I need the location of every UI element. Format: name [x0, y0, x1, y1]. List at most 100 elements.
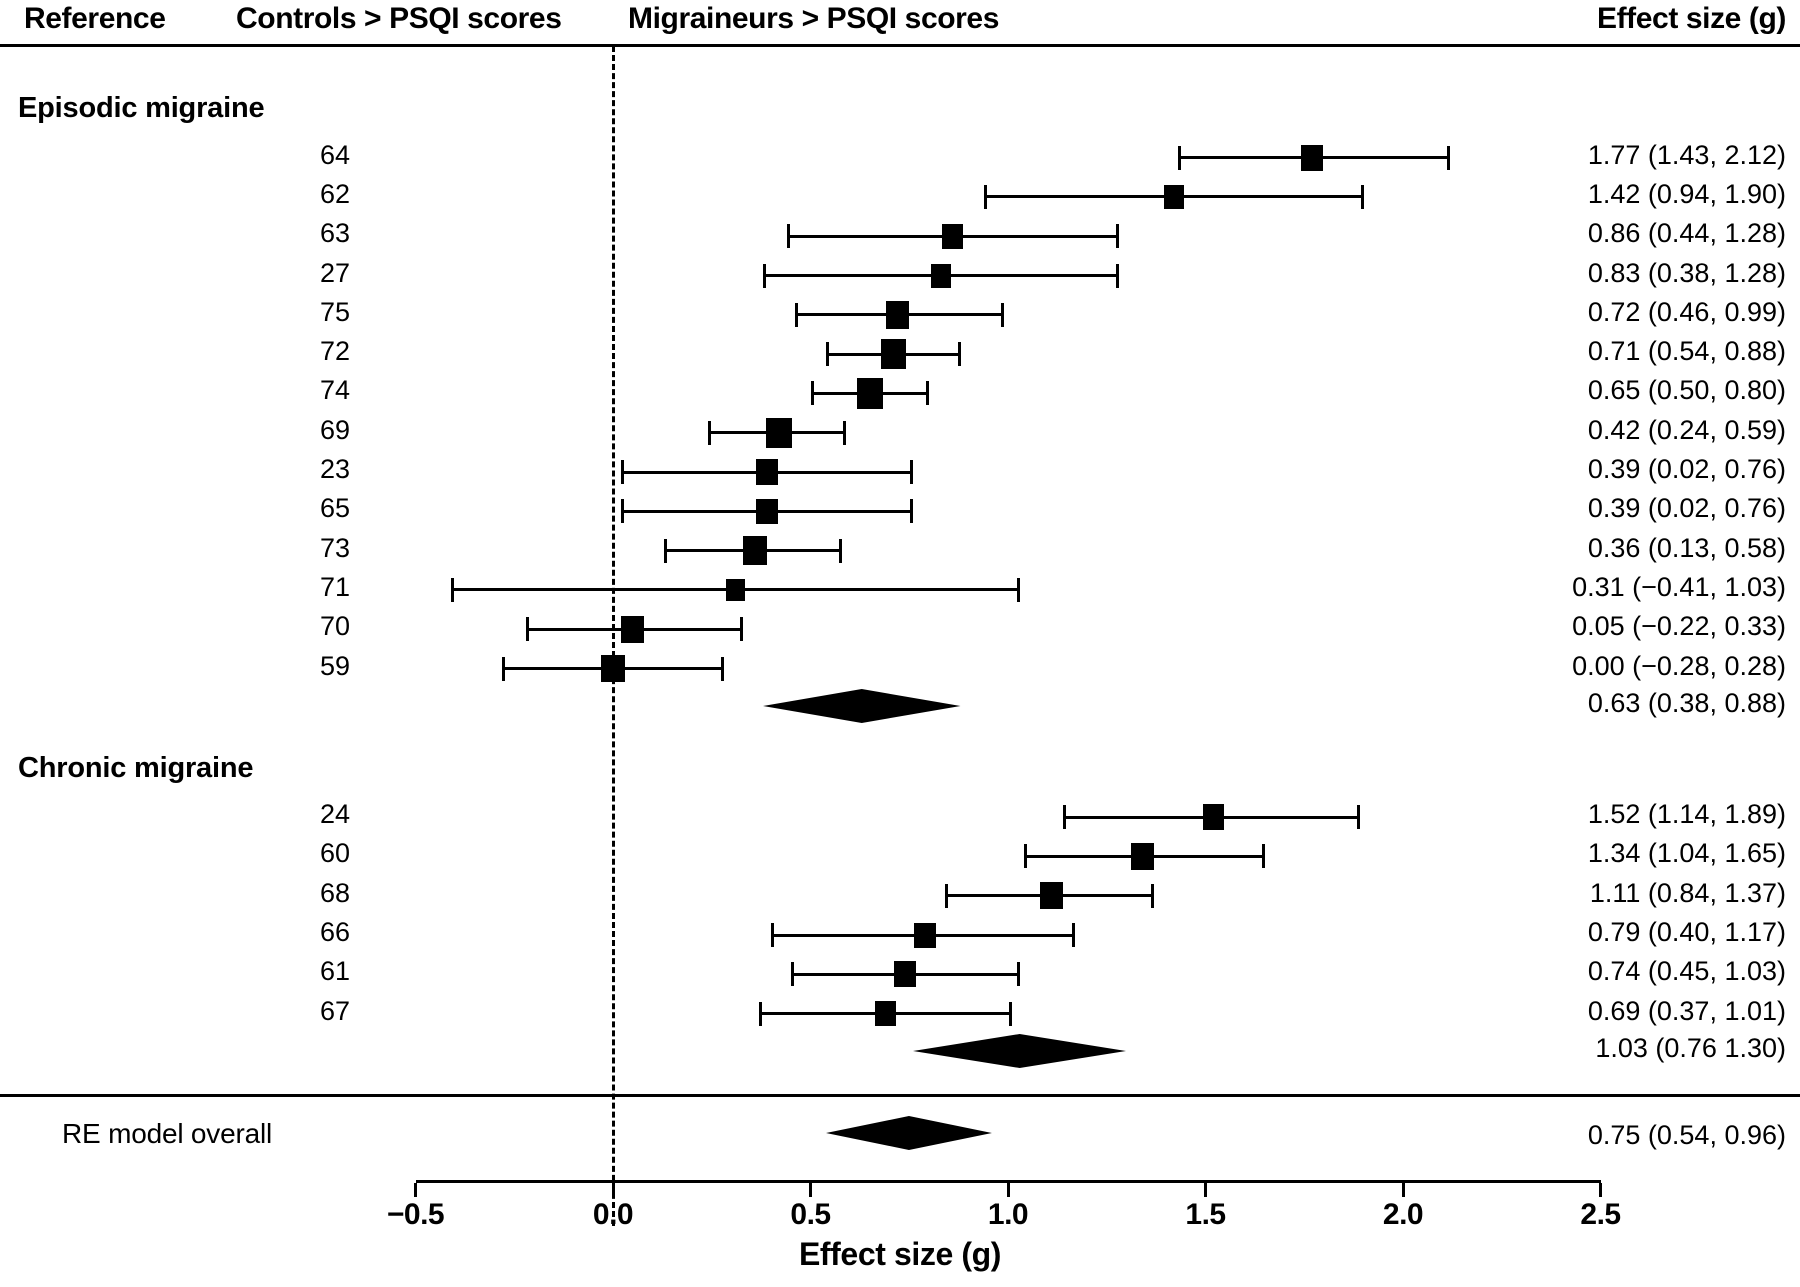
overall-summary-diamond	[826, 1116, 993, 1150]
table-row-reference: 72	[319, 336, 350, 367]
row-1-1-ci-cap-high	[1261, 844, 1265, 869]
x-axis-line	[415, 1180, 1601, 1183]
subgroup-summary-estimate: 0.63 (0.38, 0.88)	[1587, 687, 1786, 718]
table-row-estimate: 0.39 (0.02, 0.76)	[1587, 454, 1786, 485]
table-row-estimate: 0.42 (0.24, 0.59)	[1587, 414, 1786, 445]
row-1-4-point-estimate-marker	[894, 961, 917, 988]
table-row-estimate: 0.39 (0.02, 0.76)	[1587, 493, 1786, 524]
row-1-3-ci-cap-high	[1072, 923, 1076, 948]
row-1-2-ci-cap-high	[1151, 883, 1155, 908]
x-axis-tick-label: 1.5	[1185, 1198, 1226, 1231]
row-1-0-ci-cap-high	[1356, 805, 1360, 830]
null-effect-dashed-line	[612, 46, 615, 1226]
row-0-6-ci-cap-low	[810, 381, 814, 406]
row-0-6-ci-cap-high	[926, 381, 929, 406]
row-0-3-point-estimate-marker	[930, 263, 952, 288]
subgroup-summary-diamond-1	[913, 1033, 1127, 1068]
row-1-1-ci-cap-low	[1023, 844, 1027, 869]
x-axis-tick	[1204, 1183, 1207, 1197]
x-axis-tick	[611, 1183, 615, 1197]
x-axis-tick-label: −0.5	[386, 1198, 445, 1231]
row-0-4-ci-cap-low	[794, 302, 798, 327]
row-1-4-ci-cap-low	[790, 962, 794, 987]
table-row-estimate: 0.86 (0.44, 1.28)	[1587, 218, 1786, 249]
x-axis-tick-label: 2.5	[1580, 1198, 1621, 1231]
row-0-7-ci-cap-high	[843, 420, 847, 445]
subgroup-summary-diamond-0	[763, 688, 961, 723]
table-row-estimate: 1.34 (1.04, 1.65)	[1587, 838, 1786, 869]
x-axis-tick-label: 0.5	[790, 1198, 831, 1231]
column-header-right-side: Migraineurs > PSQI scores	[628, 2, 999, 35]
table-row-reference: 60	[319, 838, 350, 869]
table-row-reference: 73	[319, 532, 350, 563]
group-label-0: Episodic migraine	[18, 92, 265, 124]
table-row-estimate: 0.65 (0.50, 0.80)	[1587, 375, 1786, 406]
overall-estimate: 0.75 (0.54, 0.96)	[1587, 1120, 1786, 1150]
row-0-13-ci-cap-low	[502, 656, 506, 681]
row-0-1-ci-cap-high	[1360, 184, 1364, 209]
table-row-estimate: 0.05 (−0.22, 0.33)	[1572, 611, 1786, 642]
table-row-estimate: 0.69 (0.37, 1.01)	[1587, 995, 1786, 1026]
row-0-1-ci-cap-low	[984, 184, 988, 209]
row-0-4-ci-cap-high	[1001, 302, 1005, 327]
x-axis-tick	[414, 1183, 417, 1197]
row-0-11-ci-cap-high	[1016, 577, 1020, 602]
table-row-estimate: 0.71 (0.54, 0.88)	[1587, 336, 1786, 367]
row-1-1-point-estimate-marker	[1131, 843, 1154, 870]
table-row-estimate: 0.00 (−0.28, 0.28)	[1572, 650, 1786, 681]
row-0-13-ci-cap-high	[720, 656, 724, 681]
x-axis-tick	[809, 1183, 812, 1197]
row-0-12-ci-cap-low	[526, 617, 530, 642]
row-0-10-ci-cap-low	[664, 538, 668, 563]
x-axis-tick-label: 1.0	[987, 1198, 1029, 1231]
row-1-5-ci-cap-low	[759, 1001, 763, 1026]
row-0-12-point-estimate-marker	[621, 615, 645, 643]
table-row-estimate: 1.52 (1.14, 1.89)	[1587, 799, 1786, 830]
table-row-estimate: 0.74 (0.45, 1.03)	[1587, 956, 1786, 987]
table-row-reference: 75	[319, 296, 350, 327]
row-0-9-ci-cap-high	[910, 499, 914, 524]
row-0-10-ci-cap-high	[839, 538, 843, 563]
row-0-7-ci-cap-low	[707, 420, 711, 445]
table-row-estimate: 0.31 (−0.41, 1.03)	[1572, 571, 1786, 602]
row-0-11-ci-cap-low	[451, 577, 455, 602]
overall-divider-rule	[0, 1094, 1800, 1097]
x-axis-title: Effect size (g)	[798, 1236, 1002, 1272]
row-0-2-ci-cap-high	[1115, 224, 1119, 249]
table-row-reference: 27	[319, 257, 350, 288]
column-header-effect-size: Effect size (g)	[1596, 2, 1786, 35]
row-0-2-point-estimate-marker	[942, 223, 964, 249]
column-header-left-side: Controls > PSQI scores	[236, 2, 562, 35]
table-row-reference: 68	[319, 877, 350, 908]
row-0-6-point-estimate-marker	[856, 378, 883, 409]
table-row-reference: 63	[319, 218, 350, 249]
column-header-reference: Reference	[24, 2, 166, 35]
row-0-9-ci-cap-low	[620, 499, 624, 524]
x-axis-tick	[1401, 1183, 1405, 1197]
row-1-3-point-estimate-marker	[914, 922, 936, 948]
table-row-reference: 71	[319, 571, 350, 602]
table-row-estimate: 0.72 (0.46, 0.99)	[1587, 296, 1786, 327]
row-1-4-ci-cap-high	[1016, 962, 1020, 987]
row-0-13-point-estimate-marker	[601, 654, 625, 683]
row-0-2-ci-cap-low	[786, 224, 790, 249]
row-0-11-point-estimate-marker	[726, 579, 745, 601]
table-row-reference: 24	[319, 799, 350, 830]
group-label-1: Chronic migraine	[18, 751, 254, 784]
row-1-5-ci-cap-high	[1008, 1001, 1012, 1026]
x-axis-tick	[1006, 1183, 1010, 1197]
table-row-estimate: 1.42 (0.94, 1.90)	[1587, 178, 1786, 209]
table-row-reference: 65	[319, 493, 350, 524]
table-row-reference: 59	[319, 650, 350, 681]
table-row-reference: 62	[319, 178, 350, 209]
row-1-3-ci-cap-low	[771, 923, 774, 948]
header-divider-rule	[0, 44, 1800, 47]
row-0-8-ci-cap-low	[620, 460, 624, 485]
row-1-0-point-estimate-marker	[1202, 804, 1225, 830]
row-0-12-ci-cap-high	[740, 617, 744, 642]
table-row-reference: 67	[319, 995, 350, 1026]
row-0-1-point-estimate-marker	[1163, 185, 1184, 209]
row-0-3-ci-cap-low	[763, 263, 767, 288]
table-row-reference: 66	[319, 917, 350, 948]
row-0-0-ci-cap-low	[1177, 145, 1181, 170]
